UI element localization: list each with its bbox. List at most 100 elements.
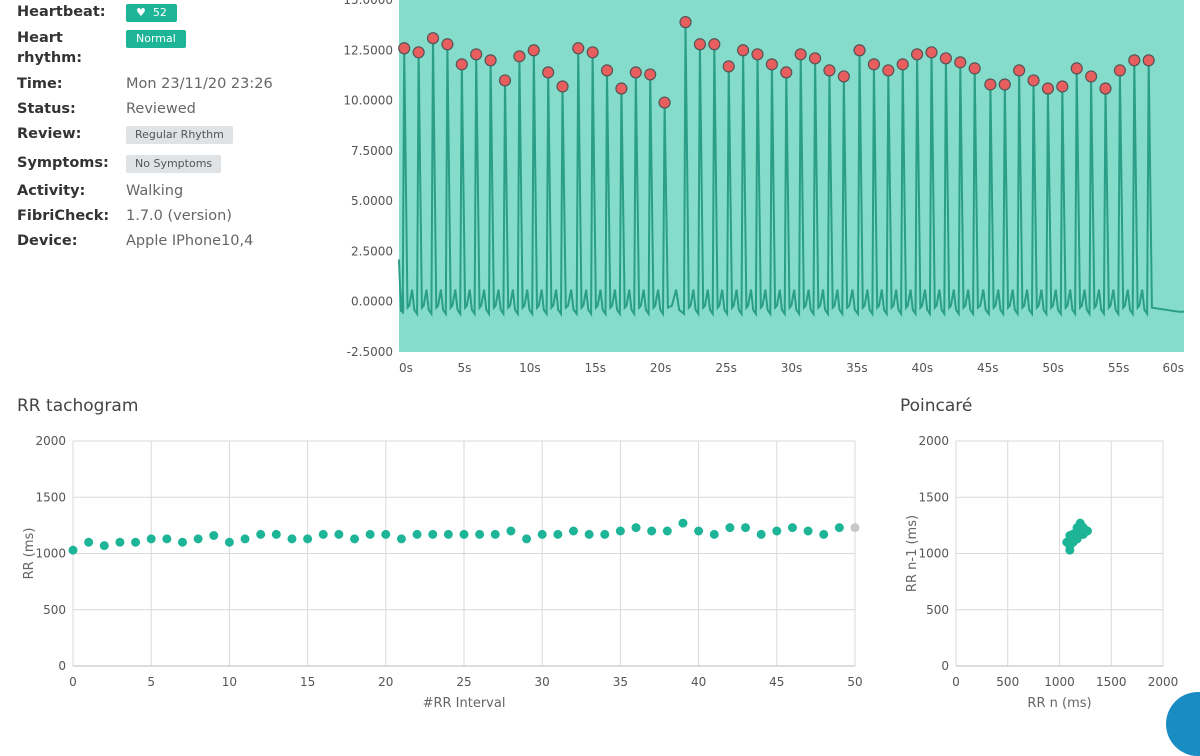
x-tick-label: 45: [769, 675, 784, 689]
x-tick-label: 35: [613, 675, 628, 689]
info-label: Status:: [17, 101, 76, 117]
peak-marker: [572, 42, 585, 55]
rr-point: [99, 541, 109, 551]
rr-point: [678, 518, 688, 528]
x-tick-label: 35s: [846, 361, 868, 375]
peak-marker: [910, 48, 924, 61]
poincare-chart: 0 500 1000 1500 2000 2000 1500 1000 500 0 RR n (ms…: [905, 434, 1179, 711]
rr-point: [428, 529, 438, 539]
rr-point: [615, 526, 625, 536]
info-value: Mon 23/11/20 23:26: [126, 76, 273, 92]
rr-point: [834, 523, 844, 533]
peak-marker: [615, 82, 628, 95]
rr-point: [334, 529, 344, 539]
y-axis-title: RR (ms): [22, 528, 37, 580]
rr-point: [506, 526, 516, 536]
peak-marker: [1085, 70, 1098, 83]
peak-marker: [679, 16, 692, 29]
info-value: Normal: [126, 28, 186, 48]
peak-marker: [998, 78, 1011, 91]
x-tick-label: 25s: [715, 361, 737, 375]
x-tick-label: 1000: [1044, 675, 1075, 689]
x-axis-title: #RR Interval: [423, 696, 506, 711]
rr-point: [256, 529, 266, 539]
y-tick-label: 1500: [918, 490, 949, 504]
peak-marker: [1056, 80, 1069, 93]
info-label: Symptoms:: [17, 155, 109, 171]
tag-badge: Regular Rhythm: [126, 126, 233, 144]
poincare-title: Poincaré: [900, 396, 973, 416]
peak-marker: [498, 74, 512, 87]
x-tick-label: 5: [147, 675, 155, 689]
info-value: 1.7.0 (version): [126, 208, 232, 224]
info-label: Device:: [17, 233, 78, 249]
x-tick-label: 60s: [1162, 361, 1184, 375]
peak-marker: [1070, 62, 1083, 75]
peak-marker: [708, 38, 721, 51]
rr-point: [647, 526, 657, 536]
peak-marker: [984, 78, 997, 91]
info-value: Regular Rhythm: [126, 124, 233, 144]
rr-point: [694, 526, 704, 536]
peak-marker: [1113, 64, 1126, 77]
rr-point: [819, 529, 829, 539]
x-tick-label: 0s: [399, 361, 413, 375]
x-tick-label: 20s: [650, 361, 672, 375]
tag-badge: No Symptoms: [126, 155, 222, 173]
rr-point: [162, 534, 172, 544]
x-tick-label: 5s: [457, 361, 471, 375]
rr-point: [131, 537, 141, 547]
poincare-point: [1070, 528, 1080, 538]
rr-point: [475, 529, 485, 539]
x-tick-label: 2000: [1148, 675, 1179, 689]
rr-point: [443, 529, 453, 539]
y-tick-label: 0: [941, 659, 949, 673]
peak-marker: [925, 46, 938, 59]
peak-marker: [867, 58, 881, 71]
peak-marker: [939, 52, 952, 65]
rr-point: [350, 534, 360, 544]
x-tick-label: 55s: [1108, 361, 1130, 375]
rr-point: [381, 529, 391, 539]
x-tick-label: 15: [300, 675, 315, 689]
y-tick-label: 1500: [35, 490, 66, 504]
info-label: Time:: [17, 76, 63, 92]
y-tick-label: 15.0000: [343, 0, 393, 7]
y-tick-label: 500: [926, 603, 949, 617]
rr-point: [177, 537, 187, 547]
peak-marker: [412, 46, 425, 59]
peak-marker: [882, 64, 895, 77]
heart-icon: ♥: [136, 6, 146, 19]
info-label: Heartbeat:: [17, 4, 106, 20]
peak-marker: [1142, 54, 1155, 67]
peak-marker: [527, 44, 540, 57]
rr-point: [459, 529, 469, 539]
rr-point: [318, 529, 328, 539]
peak-marker: [1013, 64, 1026, 77]
rr-point: [490, 529, 500, 539]
info-label: Activity:: [17, 183, 86, 199]
x-tick-label: 25: [456, 675, 471, 689]
rr-point: [631, 523, 641, 533]
peak-marker: [441, 38, 454, 51]
info-label: FibriCheck:: [17, 208, 110, 224]
x-tick-label: 500: [996, 675, 1019, 689]
peak-marker: [1041, 82, 1055, 95]
rr-point: [772, 526, 782, 536]
rr-point: [68, 545, 78, 555]
peak-marker: [556, 80, 569, 93]
peak-marker: [600, 64, 614, 77]
x-tick-label: 10: [222, 675, 237, 689]
rr-point: [396, 534, 406, 544]
rhythm-badge: Normal: [126, 30, 186, 48]
peak-marker: [968, 62, 981, 75]
y-tick-label: 7.5000: [351, 144, 393, 158]
info-value: ♥ 52: [126, 2, 177, 22]
x-tick-label: 30s: [781, 361, 803, 375]
y-tick-label: 10.0000: [343, 94, 393, 108]
peak-marker: [644, 68, 657, 81]
peak-marker: [1128, 54, 1141, 67]
rr-point: [756, 529, 766, 539]
peak-marker: [484, 54, 497, 67]
x-tick-label: 45s: [977, 361, 999, 375]
